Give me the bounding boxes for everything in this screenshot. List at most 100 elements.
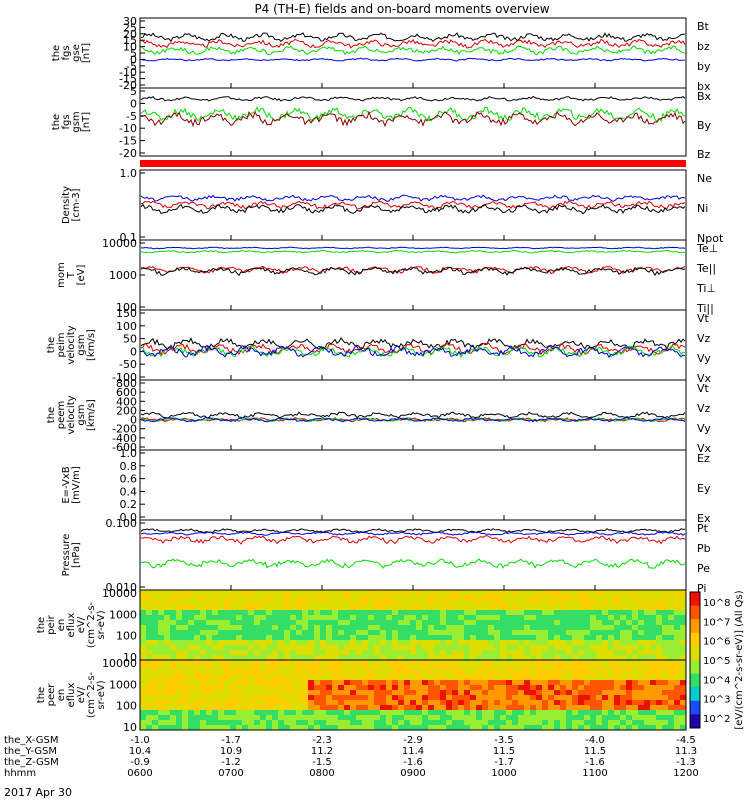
heatmap-cell — [566, 710, 573, 716]
heatmap-cell — [314, 640, 321, 646]
heatmap-cell — [248, 670, 255, 676]
heatmap-cell — [548, 620, 555, 626]
heatmap-cell — [320, 600, 327, 606]
heatmap-cell — [548, 700, 555, 706]
heatmap-cell — [536, 665, 543, 671]
heatmap-cell — [284, 590, 291, 596]
heatmap-cell — [248, 710, 255, 716]
heatmap-cell — [446, 610, 453, 616]
heatmap-cell — [398, 610, 405, 616]
colorbar-tick-label: 10^5 — [703, 656, 730, 667]
heatmap-cell — [488, 675, 495, 681]
heatmap-cell — [638, 590, 645, 596]
heatmap-cell — [452, 640, 459, 646]
heatmap-cell — [170, 700, 177, 706]
heatmap-cell — [506, 685, 513, 691]
heatmap-cell — [584, 615, 591, 621]
heatmap-cell — [260, 655, 267, 661]
legend-Pe: Pe — [697, 562, 710, 575]
heatmap-cell — [284, 725, 291, 731]
heatmap-cell — [380, 710, 387, 716]
heatmap-cell — [476, 725, 483, 731]
legend-Vt: Vt — [697, 382, 710, 395]
heatmap-cell — [278, 600, 285, 606]
heatmap-cell — [620, 625, 627, 631]
heatmap-cell — [506, 690, 513, 696]
heatmap-cell — [560, 720, 567, 726]
heatmap-cell — [620, 710, 627, 716]
heatmap-cell — [548, 605, 555, 611]
heatmap-cell — [626, 595, 633, 601]
heatmap-cell — [170, 685, 177, 691]
heatmap-cell — [368, 635, 375, 641]
heatmap-cell — [458, 640, 465, 646]
heatmap-cell — [536, 620, 543, 626]
heatmap-cell — [518, 710, 525, 716]
heatmap-cell — [650, 670, 657, 676]
heatmap-cell — [368, 595, 375, 601]
heatmap-cell — [596, 685, 603, 691]
heatmap-cell — [368, 710, 375, 716]
heatmap-cell — [572, 710, 579, 716]
heatmap-cell — [596, 630, 603, 636]
y-tick-label: 5 — [130, 85, 137, 98]
heatmap-cell — [164, 720, 171, 726]
heatmap-cell — [404, 620, 411, 626]
heatmap-cell — [644, 605, 651, 611]
heatmap-cell — [464, 720, 471, 726]
heatmap-cell — [578, 685, 585, 691]
heatmap-cell — [452, 690, 459, 696]
heatmap-cell — [578, 615, 585, 621]
heatmap-cell — [566, 615, 573, 621]
heatmap-cell — [644, 635, 651, 641]
heatmap-cell — [284, 625, 291, 631]
heatmap-cell — [314, 720, 321, 726]
heatmap-cell — [380, 615, 387, 621]
heatmap-cell — [626, 610, 633, 616]
heatmap-cell — [188, 615, 195, 621]
heatmap-cell — [230, 715, 237, 721]
heatmap-cell — [200, 595, 207, 601]
heatmap-cell — [410, 700, 417, 706]
heatmap-cell — [668, 660, 675, 666]
heatmap-cell — [260, 635, 267, 641]
heatmap-cell — [260, 640, 267, 646]
heatmap-cell — [572, 685, 579, 691]
heatmap-cell — [302, 710, 309, 716]
heatmap-cell — [380, 625, 387, 631]
heatmap-cell — [236, 710, 243, 716]
heatmap-cell — [242, 600, 249, 606]
heatmap-cell — [632, 695, 639, 701]
heatmap-cell — [644, 595, 651, 601]
heatmap-cell — [338, 690, 345, 696]
heatmap-cell — [380, 590, 387, 596]
heatmap-cell — [236, 630, 243, 636]
heatmap-cell — [512, 705, 519, 711]
heatmap-cell — [374, 685, 381, 691]
heatmap-cell — [314, 715, 321, 721]
heatmap-cell — [368, 720, 375, 726]
heatmap-cell — [602, 630, 609, 636]
series-line-Ni — [140, 203, 686, 215]
heatmap-cell — [428, 620, 435, 626]
heatmap-cell — [224, 620, 231, 626]
x-axis-labels: the_X-GSM -1.0 -1.7 -2.3 -2.9 -3.5 -4.0 -4.5the… — [4, 735, 699, 779]
heatmap-cell — [338, 615, 345, 621]
heatmap-cell — [182, 595, 189, 601]
heatmap-cell — [482, 675, 489, 681]
heatmap-cell — [296, 695, 303, 701]
heatmap-cell — [566, 620, 573, 626]
heatmap-cell — [476, 680, 483, 686]
heatmap-cell — [272, 715, 279, 721]
heatmap-cell — [374, 625, 381, 631]
heatmap-cell — [326, 625, 333, 631]
heatmap-cell — [386, 595, 393, 601]
heatmap-cell — [656, 595, 663, 601]
heatmap-cell — [614, 695, 621, 701]
heatmap-cell — [512, 645, 519, 651]
heatmap-cell — [656, 630, 663, 636]
heatmap-cell — [536, 715, 543, 721]
heatmap-cell — [308, 655, 315, 661]
heatmap-cell — [158, 590, 165, 596]
y-tick-label: 100 — [116, 700, 137, 713]
